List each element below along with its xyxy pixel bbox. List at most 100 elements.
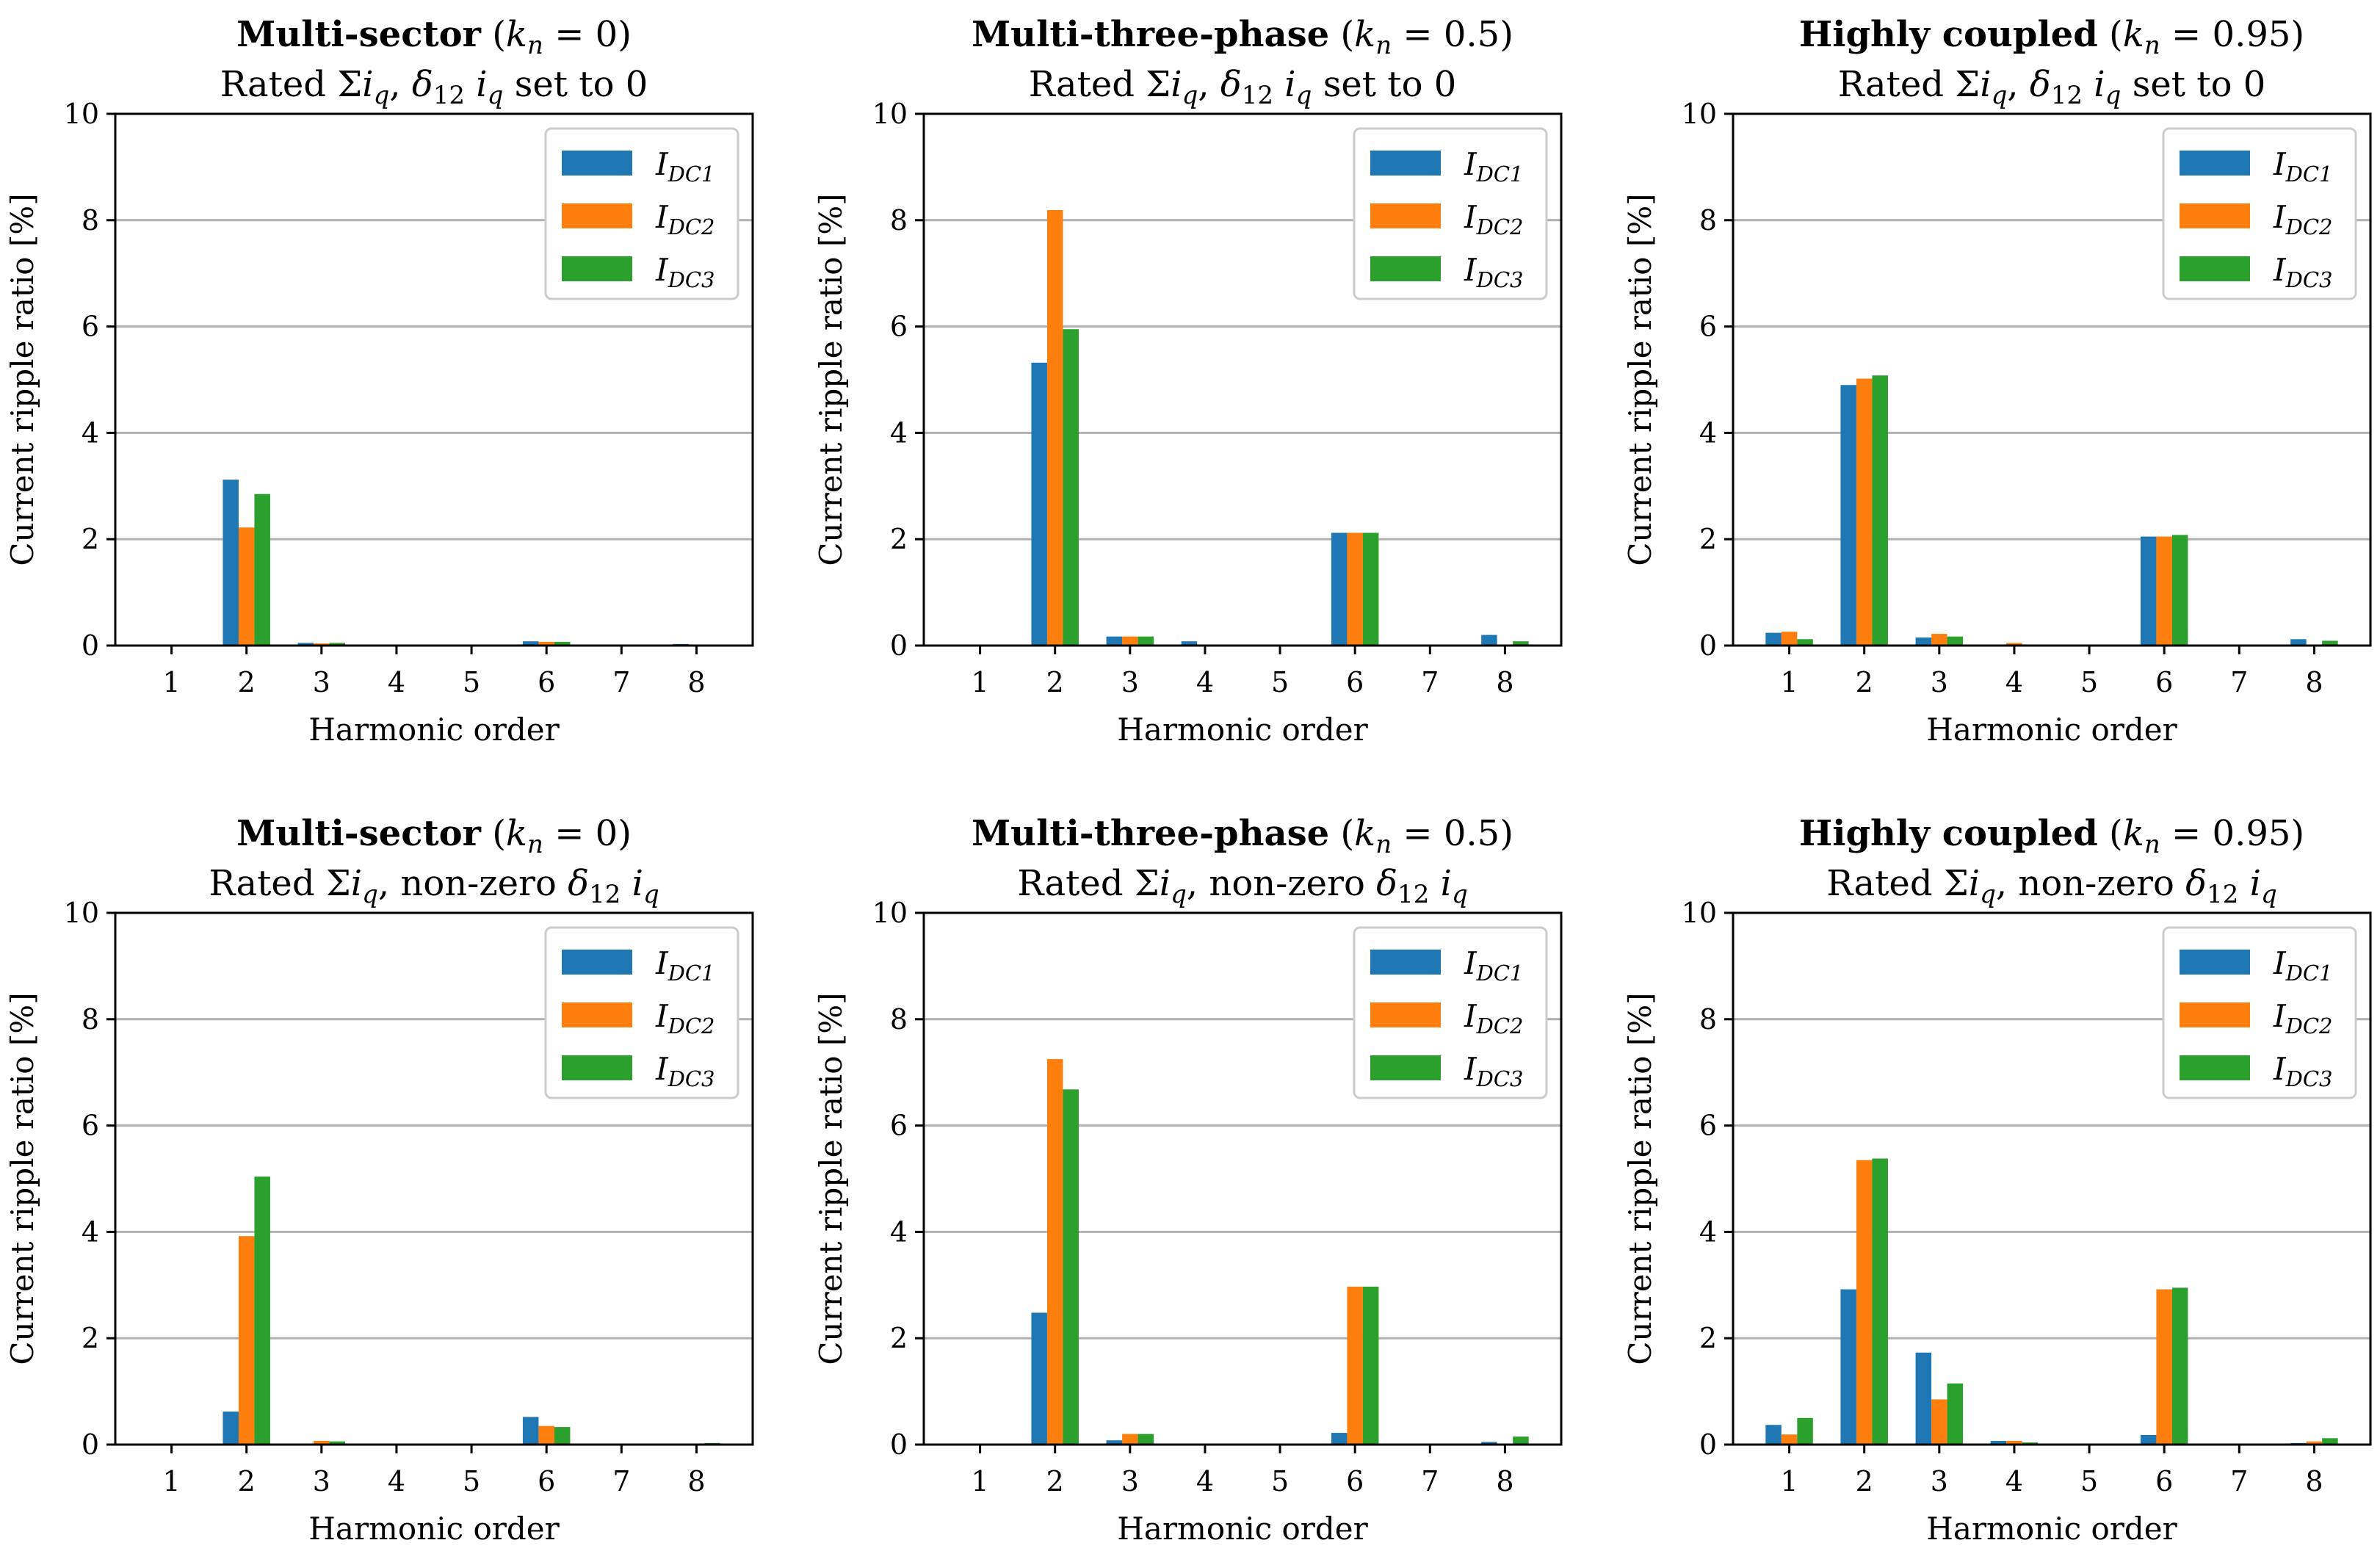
bar-idc1-h6 <box>522 1417 539 1445</box>
legend-swatch <box>2180 151 2250 176</box>
bar-idc3-h6 <box>2171 1287 2188 1445</box>
bar-idc1-h8 <box>2290 639 2307 646</box>
x-tick-label: 4 <box>1196 1465 1214 1497</box>
bar-idc3-h8 <box>1513 641 1529 646</box>
x-tick-label: 3 <box>1121 666 1139 698</box>
axes-frame <box>922 112 1563 647</box>
x-tick-label: 2 <box>1046 666 1064 698</box>
legend-swatch <box>562 256 632 281</box>
x-tick-label: 6 <box>2155 1465 2173 1497</box>
chart-subtitle: Rated Σiq, non-zero δ12 iq <box>209 863 659 909</box>
y-tick-label: 2 <box>82 523 99 555</box>
bar-idc2-h3 <box>1122 1434 1138 1445</box>
legend: IDC1 IDC2 IDC3 <box>1353 926 1548 1099</box>
legend-swatch <box>562 950 632 975</box>
x-tick-label: 7 <box>1421 666 1439 698</box>
chart-title: Multi-sector (kn = 0) <box>236 14 632 60</box>
bar-idc3-h6 <box>2171 535 2188 646</box>
bar-idc2-h2 <box>1856 378 1873 646</box>
bar-idc3-h6 <box>554 1427 571 1445</box>
legend-label: IDC2 <box>1464 199 1523 239</box>
chart-subtitle: Rated Σiq, non-zero δ12 iq <box>1017 863 1467 909</box>
bar-idc2-h3 <box>1122 636 1138 646</box>
chart-subtitle: Rated Σiq, δ12 iq set to 0 <box>1838 64 2266 110</box>
y-tick-label: 8 <box>1699 1003 1717 1036</box>
legend-swatch <box>1370 256 1441 281</box>
y-tick-label: 6 <box>1699 311 1717 343</box>
bar-idc3-h3 <box>329 1441 346 1445</box>
legend-label: IDC2 <box>2273 998 2332 1038</box>
legend-swatch <box>562 203 632 228</box>
legend-swatch <box>2180 203 2250 228</box>
y-tick-label: 4 <box>82 1215 99 1248</box>
bar-idc1-h6 <box>2140 1434 2157 1445</box>
y-tick-label: 6 <box>82 1110 99 1142</box>
bar-idc2-h2 <box>1046 1059 1063 1445</box>
x-axis-label: Harmonic order <box>1926 712 2177 748</box>
x-tick-label: 6 <box>1346 1465 1364 1497</box>
bar-idc2-h2 <box>1856 1160 1873 1445</box>
legend-swatch <box>1370 151 1441 176</box>
bar-idc3-h8 <box>2322 640 2338 646</box>
bar-idc2-h6 <box>1347 532 1363 646</box>
x-tick-label: 5 <box>2080 666 2098 698</box>
legend-label: IDC2 <box>655 199 715 239</box>
y-tick-label: 0 <box>82 1428 99 1461</box>
legend-swatch <box>1370 203 1441 228</box>
legend: IDC1 IDC2 IDC3 <box>2162 926 2357 1099</box>
chart-title: Multi-three-phase (kn = 0.5) <box>972 813 1513 859</box>
y-tick-label: 0 <box>890 1428 908 1461</box>
y-tick-label: 6 <box>890 311 908 343</box>
x-tick-label: 7 <box>612 666 630 698</box>
x-tick-label: 1 <box>162 1465 180 1497</box>
y-tick-label: 4 <box>890 1215 908 1248</box>
x-tick-label: 5 <box>1271 1465 1289 1497</box>
legend-swatch <box>562 151 632 176</box>
x-tick-label: 8 <box>2305 666 2323 698</box>
y-tick-label: 0 <box>1699 629 1717 662</box>
legend-swatch <box>1370 1002 1441 1027</box>
legend-label: IDC3 <box>2273 1051 2332 1091</box>
bar-idc2-h3 <box>1931 1399 1947 1445</box>
x-tick-label: 6 <box>538 666 555 698</box>
bar-idc1-h3 <box>1915 637 1932 646</box>
y-tick-label: 2 <box>1699 1322 1717 1354</box>
bar-idc1-h3 <box>1106 1440 1123 1445</box>
legend-swatch <box>562 1055 632 1080</box>
bar-idc1-h2 <box>1840 1289 1856 1445</box>
bar-idc3-h2 <box>254 1177 270 1445</box>
y-tick-label: 8 <box>890 204 908 236</box>
legend: IDC1 IDC2 IDC3 <box>544 127 739 300</box>
legend: IDC1 IDC2 IDC3 <box>1353 127 1548 300</box>
x-tick-label: 8 <box>1496 666 1513 698</box>
legend-label: IDC3 <box>2273 252 2332 292</box>
x-tick-label: 2 <box>1046 1465 1064 1497</box>
x-tick-label: 7 <box>1421 1465 1439 1497</box>
y-tick-label: 4 <box>890 416 908 449</box>
x-tick-label: 6 <box>1346 666 1364 698</box>
bar-idc2-h4 <box>2006 643 2022 646</box>
bar-idc3-h2 <box>1872 375 1888 646</box>
x-tick-label: 5 <box>463 666 480 698</box>
x-tick-label: 4 <box>388 1465 405 1497</box>
y-tick-label: 10 <box>1682 98 1717 130</box>
bar-idc1-h1 <box>1765 632 1782 646</box>
x-tick-label: 4 <box>1196 666 1214 698</box>
y-tick-label: 6 <box>890 1110 908 1142</box>
legend: IDC1 IDC2 IDC3 <box>2162 127 2357 300</box>
bar-idc3-h2 <box>1872 1158 1888 1445</box>
bar-idc2-h2 <box>238 527 255 646</box>
legend-label: IDC1 <box>655 945 715 986</box>
bar-idc3-h1 <box>1797 639 1813 646</box>
x-tick-label: 3 <box>1931 1465 1948 1497</box>
bar-idc2-h6 <box>538 641 554 646</box>
bar-idc3-h3 <box>1947 1383 1964 1445</box>
chart-title: Highly coupled (kn = 0.95) <box>1799 14 2304 60</box>
x-tick-label: 2 <box>1856 666 1873 698</box>
bar-idc1-h3 <box>1106 636 1123 646</box>
bar-idc3-h2 <box>1063 1089 1079 1445</box>
y-tick-label: 10 <box>1682 897 1717 929</box>
legend-swatch <box>1370 950 1441 975</box>
